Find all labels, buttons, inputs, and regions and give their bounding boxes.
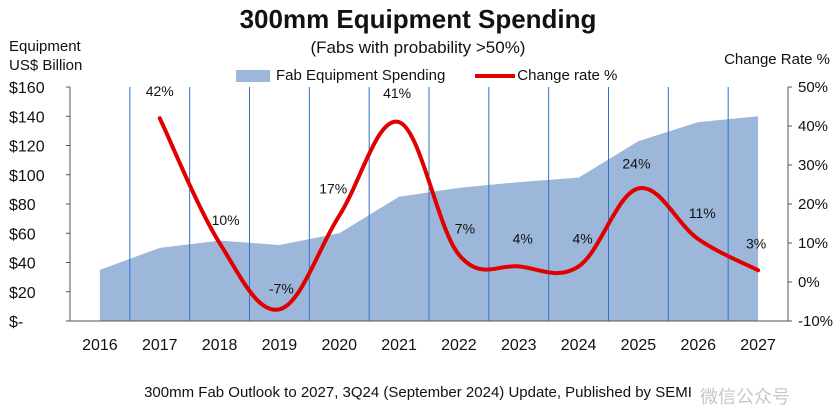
line-change-rate <box>157 116 761 312</box>
legend-swatch-line <box>475 73 516 78</box>
data-label-change-rate: 3% <box>746 235 766 251</box>
y-tick-label-right: 20% <box>798 196 828 213</box>
chart-subtitle: (Fabs with probability >50%) <box>310 38 526 57</box>
x-tick-label: 2016 <box>82 337 118 354</box>
y-axis-label-line-1: Equipment <box>9 38 81 55</box>
x-tick-label: 2025 <box>621 337 657 354</box>
y-axis-label-line-2: US$ Billion <box>9 57 83 74</box>
y-tick-label-left: $60 <box>9 226 36 243</box>
y-tick-label-right: 40% <box>798 118 828 135</box>
x-tick-label: 2019 <box>262 337 298 354</box>
y-tick-label-left: $20 <box>9 285 36 302</box>
data-label-change-rate: 4% <box>572 230 592 246</box>
data-label-change-rate: 10% <box>212 212 240 228</box>
x-tick-label: 2022 <box>441 337 477 354</box>
x-tick-label: 2021 <box>381 337 417 354</box>
y-tick-label-right: 10% <box>798 235 828 252</box>
data-label-change-rate: -7% <box>269 280 294 296</box>
y-tick-label-left: $140 <box>9 109 45 126</box>
y-tick-label-left: $- <box>9 314 23 331</box>
chart-title: 300mm Equipment Spending <box>239 4 597 34</box>
y-tick-label-right: 30% <box>798 157 828 174</box>
x-tick-label: 2024 <box>561 337 597 354</box>
x-tick-label: 2027 <box>740 337 776 354</box>
y-tick-label-left: $120 <box>9 139 45 156</box>
legend-label-change-rate: Change rate % <box>517 67 618 84</box>
data-label-change-rate: 7% <box>455 221 475 237</box>
data-label-change-rate: 11% <box>689 205 716 221</box>
y-axis-label-right: Change Rate % <box>724 51 830 68</box>
legend-label-spending: Fab Equipment Spending <box>276 67 446 84</box>
x-tick-label: 2023 <box>501 337 537 354</box>
y-tick-label-left: $100 <box>9 168 45 185</box>
watermark: 微信公众号 <box>700 387 790 407</box>
y-tick-label-right: 50% <box>798 79 828 96</box>
chart-footer: 300mm Fab Outlook to 2027, 3Q24 (Septemb… <box>144 384 692 401</box>
legend: Fab Equipment Spending Change rate % <box>236 67 617 84</box>
data-label-change-rate: 42% <box>146 83 174 99</box>
x-tick-label: 2020 <box>321 337 357 354</box>
x-tick-label: 2017 <box>142 337 178 354</box>
x-tick-label: 2026 <box>680 337 716 354</box>
y-axis-label-left: Equipment US$ Billion <box>9 37 82 75</box>
y-tick-label-left: $160 <box>9 80 45 97</box>
y-tick-label-right: 0% <box>798 274 820 291</box>
data-label-change-rate: 4% <box>513 230 533 246</box>
y-tick-label-left: $80 <box>9 197 36 214</box>
data-label-change-rate: 24% <box>622 155 650 171</box>
y-tick-label-left: $40 <box>9 256 36 273</box>
data-label-change-rate: 17% <box>319 181 347 197</box>
x-tick-label: 2018 <box>202 337 238 354</box>
legend-swatch-area <box>236 69 270 82</box>
data-label-change-rate: 41% <box>383 85 411 101</box>
y-tick-label-right: -10% <box>798 313 833 330</box>
